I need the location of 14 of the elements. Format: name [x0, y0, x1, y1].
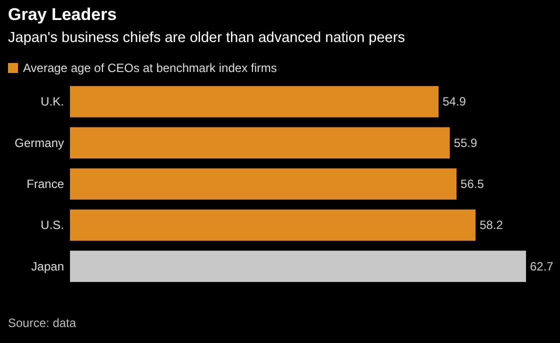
y-tick-label: Germany [14, 136, 64, 150]
data-label: 55.9 [454, 136, 478, 150]
y-tick-label: France [26, 177, 64, 191]
data-label: 62.7 [530, 259, 554, 274]
data-label: 56.5 [460, 177, 484, 191]
legend-label: Average age of CEOs at benchmark index firms [23, 61, 277, 75]
chart-subtitle: Japan's business chiefs are older than advanced nation peers [8, 30, 405, 46]
data-label: 58.2 [480, 218, 504, 232]
y-tick-label: Japan [31, 259, 64, 274]
source-note: Source: data [8, 316, 76, 330]
data-label: 54.9 [442, 94, 466, 109]
y-tick-label: U.S. [40, 218, 64, 232]
y-tick-label: U.K. [40, 94, 64, 109]
chart-title: Gray Leaders [8, 5, 117, 24]
